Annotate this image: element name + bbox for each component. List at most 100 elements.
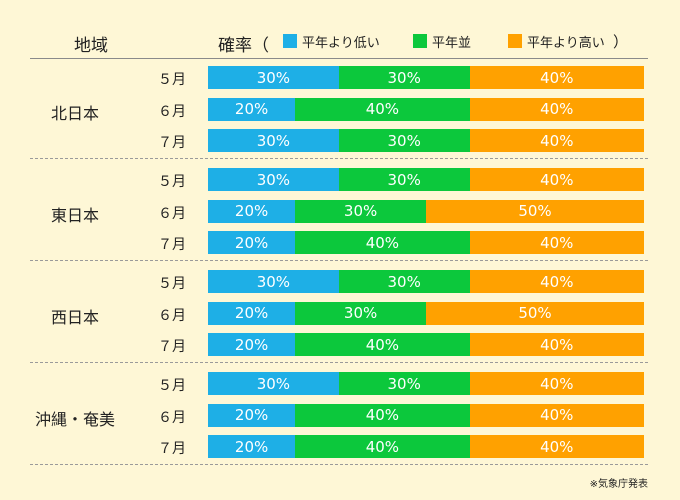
data-label: 40% [540,406,574,424]
probability-column-header: 確率（ [218,36,269,56]
data-label: 30% [256,374,291,393]
month-label: ７月 [158,339,186,355]
month-label: ５月 [158,276,186,292]
data-label: 40% [365,233,400,252]
region-name: 北日本 [50,103,99,123]
bar-segment-above-normal: 40% [469,231,644,254]
bar-segment-above-normal: 40% [469,372,644,395]
region-divider [30,158,648,159]
stacked-bar: 30% 30% 40% [208,129,644,152]
stacked-bar: 30% 30% 40% [208,372,644,395]
month-label: ７月 [158,135,186,151]
data-label: 30% [256,68,291,87]
legend-swatch-above-normal [508,34,522,48]
bar-segment-below-normal: 30% [208,270,339,293]
bar-segment-above-normal: 40% [469,333,644,356]
data-label: 40% [540,335,574,354]
data-label: 30% [256,131,291,150]
legend-label-normal: 平年並 [432,35,472,51]
bar-segment-above-normal: 40% [469,270,644,293]
data-label: 20% [234,202,269,220]
bar-segment-normal: 40% [295,97,470,121]
data-label: 20% [234,233,269,252]
month-label: ６月 [158,103,186,120]
legend-item-normal: 平年並 [413,33,472,51]
bar-segment-above-normal: 40% [469,97,644,121]
bar-segment-below-normal: 20% [208,301,296,325]
data-label: 40% [540,272,574,291]
bar-segment-above-normal: 40% [469,66,644,89]
stacked-bar: 30% 30% 40% [208,66,644,89]
bar-segment-normal: 30% [338,66,470,89]
legend-closing-paren: ） [613,33,629,51]
data-label: 30% [387,131,421,150]
bar-segment-above-normal: 50% [425,301,644,325]
stacked-bar: 20% 40% 40% [208,435,644,458]
month-label: ５月 [158,174,186,190]
source-note: ※気象庁発表 [589,479,648,490]
legend-item-below-normal: 平年より低い [283,33,380,51]
bar-segment-normal: 40% [295,435,470,458]
legend-label-below-normal: 平年より低い [302,35,380,51]
month-label: ５月 [158,378,186,394]
stacked-bar: 20% 30% 50% [208,199,644,223]
data-label: 20% [234,437,269,456]
data-label: 30% [387,374,421,393]
legend-item-above-normal: 平年より高い [508,33,605,51]
bar-segment-below-normal: 20% [208,199,296,223]
bar-segment-below-normal: 20% [208,403,296,427]
stacked-bar: 20% 30% 50% [208,301,644,325]
data-label: 30% [343,202,378,220]
chart-header: 地域 確率（ 平年より低い 平年並 平年より高い ） [0,0,680,60]
data-label: 40% [540,68,574,87]
region-divider [30,464,648,465]
data-label: 50% [518,202,552,220]
data-label: 40% [540,437,574,456]
bar-segment-normal: 30% [338,372,470,395]
bar-segment-normal: 30% [295,199,426,223]
legend-swatch-below-normal [283,34,297,48]
stacked-bar: 20% 40% 40% [208,97,644,121]
legend-label-above-normal: 平年より高い [527,35,605,51]
month-label: ７月 [158,441,186,457]
data-label: 30% [256,272,291,291]
data-label: 20% [234,335,269,354]
bar-segment-below-normal: 30% [208,168,339,191]
data-label: 30% [387,272,421,291]
header-rule [30,58,648,59]
stacked-bar: 20% 40% 40% [208,403,644,427]
region-name: 西日本 [50,307,99,327]
data-label: 40% [365,335,400,354]
bar-segment-normal: 30% [338,270,470,293]
bar-segment-below-normal: 20% [208,97,296,121]
region-name: 東日本 [50,205,99,225]
bar-segment-below-normal: 20% [208,333,296,356]
data-label: 50% [518,304,552,322]
bar-segment-below-normal: 30% [208,66,339,89]
bar-segment-normal: 40% [295,403,470,427]
bar-segment-normal: 40% [295,231,470,254]
bar-segment-above-normal: 40% [469,129,644,152]
bar-segment-above-normal: 40% [469,435,644,458]
region-divider [30,260,648,261]
bar-segment-below-normal: 20% [208,435,296,458]
bar-segment-above-normal: 40% [469,403,644,427]
month-label: ６月 [158,409,186,426]
data-label: 30% [387,170,421,189]
stacked-bar: 30% 30% 40% [208,270,644,293]
region-divider [30,362,648,363]
data-label: 40% [365,100,400,118]
bar-segment-normal: 40% [295,333,470,356]
bar-segment-below-normal: 30% [208,372,339,395]
data-label: 40% [365,437,400,456]
stacked-bar: 20% 40% 40% [208,231,644,254]
legend-swatch-normal [413,34,427,48]
data-label: 20% [234,304,269,322]
data-label: 40% [365,406,400,424]
stacked-bar: 30% 30% 40% [208,168,644,191]
data-label: 20% [234,406,269,424]
month-label: ６月 [158,307,186,324]
data-label: 40% [540,233,574,252]
data-label: 40% [540,131,574,150]
data-label: 20% [234,100,269,118]
